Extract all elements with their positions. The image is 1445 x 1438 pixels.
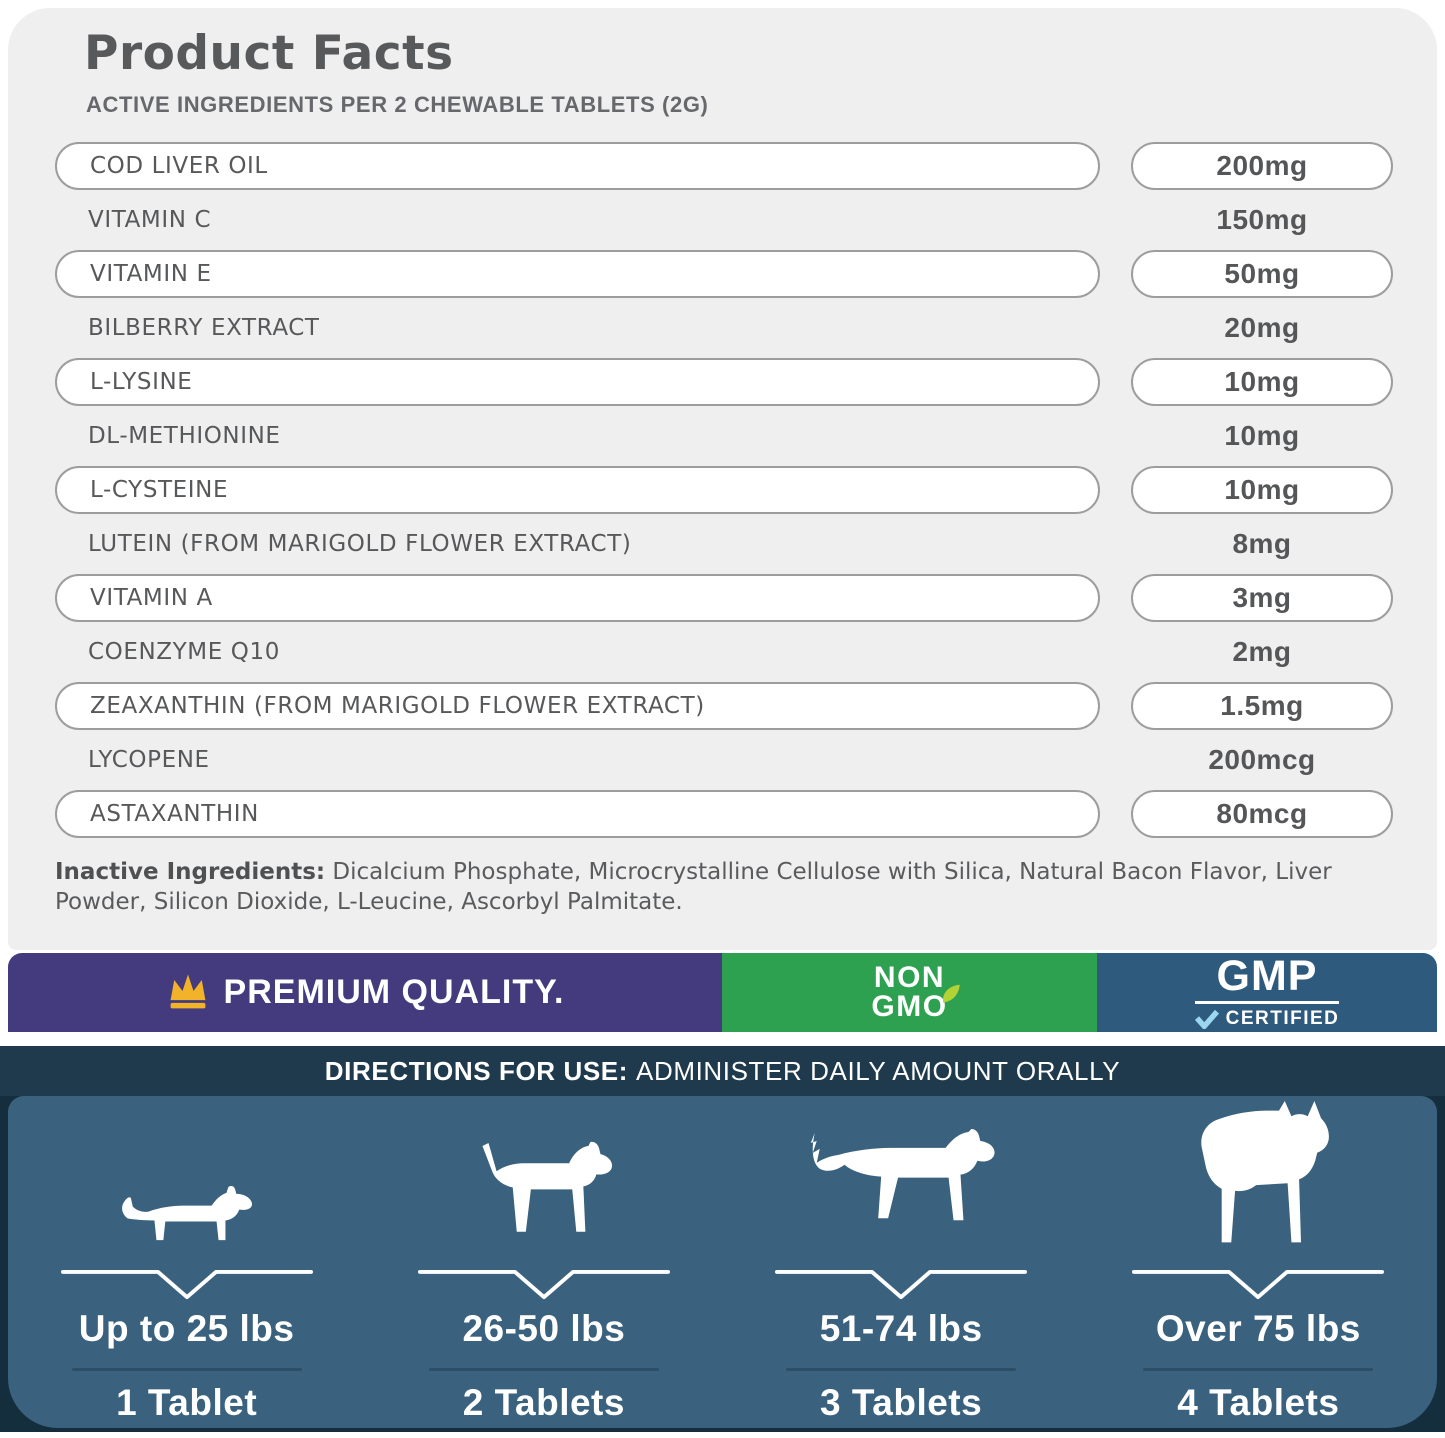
divider-line bbox=[786, 1367, 1017, 1371]
ingredient-name: ZEAXANTHIN (FROM MARIGOLD FLOWER EXTRACT… bbox=[55, 682, 1100, 730]
dosage-column: Over 75 lbs 4 Tablets bbox=[1080, 1096, 1437, 1428]
ingredient-name: COD LIVER OIL bbox=[55, 142, 1100, 190]
ingredient-name: COENZYME Q10 bbox=[88, 639, 280, 665]
leaf-icon bbox=[942, 984, 960, 1003]
ingredient-name: LYCOPENE bbox=[88, 747, 210, 773]
boxer-dog-icon bbox=[1172, 1102, 1344, 1254]
check-icon bbox=[1194, 1009, 1219, 1029]
ingredient-row: ASTAXANTHIN 80mcg bbox=[8, 787, 1437, 841]
ingredient-amount: 1.5mg bbox=[1131, 682, 1393, 730]
divider-line bbox=[71, 1367, 302, 1371]
dosage-column: Up to 25 lbs 1 Tablet bbox=[8, 1096, 365, 1428]
chevron-divider bbox=[1132, 1268, 1385, 1301]
ingredient-row: LUTEIN (FROM MARIGOLD FLOWER EXTRACT) 8mg bbox=[8, 517, 1437, 571]
ingredient-row: BILBERRY EXTRACT 20mg bbox=[8, 301, 1437, 355]
ingredient-row: DL-METHIONINE 10mg bbox=[8, 409, 1437, 463]
chevron-divider bbox=[60, 1268, 313, 1301]
tablet-count: 1 Tablet bbox=[116, 1381, 258, 1423]
ingredient-row: LYCOPENE 200mcg bbox=[8, 733, 1437, 787]
ingredient-list: COD LIVER OIL 200mg VITAMIN C 150mg VITAMIN … bbox=[8, 139, 1437, 841]
ingredient-name: VITAMIN E bbox=[55, 250, 1100, 298]
gmp-logo: GMP CERTIFIED bbox=[1194, 952, 1340, 1030]
non-gmo-line2: GMO bbox=[871, 984, 960, 1023]
inactive-ingredients-text: Dicalcium Phosphate, Microcrystalline Ce… bbox=[55, 859, 1332, 916]
ingredient-amount: 10mg bbox=[1131, 466, 1393, 514]
gmp-title: GMP bbox=[1216, 952, 1318, 1000]
weight-range: Up to 25 lbs bbox=[78, 1308, 295, 1349]
divider-line bbox=[1143, 1367, 1374, 1371]
ingredient-row: L-LYSINE 10mg bbox=[8, 355, 1437, 409]
badge-band: PREMIUM QUALITY. NON GMO GMP CERTIFIED bbox=[0, 953, 1445, 1032]
ingredient-amount: 50mg bbox=[1131, 250, 1393, 298]
directions-banner: DIRECTIONS FOR USE: ADMINISTER DAILY AMO… bbox=[0, 1046, 1445, 1096]
ingredient-row: COD LIVER OIL 200mg bbox=[8, 139, 1437, 193]
ingredient-amount: 10mg bbox=[1224, 420, 1300, 451]
dachshund-dog-icon bbox=[118, 1102, 256, 1254]
crown-icon bbox=[170, 974, 205, 1008]
ingredient-amount: 10mg bbox=[1131, 358, 1393, 406]
ingredient-amount: 8mg bbox=[1232, 528, 1292, 559]
non-gmo-badge: NON GMO bbox=[722, 953, 1097, 1032]
gmp-certified-row: CERTIFIED bbox=[1194, 1001, 1340, 1030]
weight-range: 26-50 lbs bbox=[462, 1308, 626, 1349]
chevron-divider bbox=[417, 1268, 670, 1301]
inactive-ingredients: Inactive Ingredients: Dicalcium Phosphat… bbox=[55, 857, 1400, 918]
non-gmo-line2-text: GMO bbox=[871, 989, 948, 1023]
directions-text: ADMINISTER DAILY AMOUNT ORALLY bbox=[636, 1055, 1121, 1086]
non-gmo-logo: NON GMO bbox=[871, 961, 960, 1023]
tablet-count: 3 Tablets bbox=[820, 1381, 983, 1423]
ingredient-name: VITAMIN A bbox=[55, 574, 1100, 622]
ingredient-name: LUTEIN (FROM MARIGOLD FLOWER EXTRACT) bbox=[88, 531, 632, 557]
ingredient-row: VITAMIN E 50mg bbox=[8, 247, 1437, 301]
divider-line bbox=[428, 1367, 659, 1371]
retriever-dog-icon bbox=[787, 1102, 1015, 1254]
product-facts-panel: Product Facts ACTIVE INGREDIENTS PER 2 C… bbox=[8, 8, 1437, 950]
ingredient-amount: 3mg bbox=[1131, 574, 1393, 622]
tablet-count: 2 Tablets bbox=[462, 1381, 625, 1423]
dosage-column: 26-50 lbs 2 Tablets bbox=[365, 1096, 722, 1428]
ingredient-amount: 20mg bbox=[1224, 312, 1300, 343]
ingredient-name: ASTAXANTHIN bbox=[55, 790, 1100, 838]
dosage-column: 51-74 lbs 3 Tablets bbox=[723, 1096, 1080, 1428]
weight-range: Over 75 lbs bbox=[1155, 1308, 1361, 1349]
gmp-certified-badge: GMP CERTIFIED bbox=[1097, 953, 1437, 1032]
ingredient-amount: 200mg bbox=[1131, 142, 1393, 190]
ingredient-name: BILBERRY EXTRACT bbox=[88, 315, 320, 341]
gmp-certified-label: CERTIFIED bbox=[1225, 1008, 1340, 1029]
ingredient-amount: 80mcg bbox=[1131, 790, 1393, 838]
ingredient-row: VITAMIN C 150mg bbox=[8, 193, 1437, 247]
ingredient-amount: 150mg bbox=[1216, 204, 1308, 235]
ingredient-amount: 200mcg bbox=[1208, 744, 1316, 775]
weight-range: 51-74 lbs bbox=[819, 1308, 983, 1349]
ingredient-row: L-CYSTEINE 10mg bbox=[8, 463, 1437, 517]
ingredient-amount: 2mg bbox=[1232, 636, 1292, 667]
dosage-chart: Up to 25 lbs 1 Tablet 26-50 lbs 2 Tablets 51… bbox=[8, 1096, 1437, 1428]
active-ingredients-subtitle: ACTIVE INGREDIENTS PER 2 CHEWABLE TABLET… bbox=[86, 92, 709, 117]
ingredient-row: VITAMIN A 3mg bbox=[8, 571, 1437, 625]
ingredient-name: VITAMIN C bbox=[88, 207, 212, 233]
chevron-divider bbox=[775, 1268, 1028, 1301]
premium-quality-badge: PREMIUM QUALITY. bbox=[8, 953, 722, 1032]
non-gmo-line1: NON bbox=[873, 961, 946, 994]
ingredient-name: DL-METHIONINE bbox=[88, 423, 281, 449]
premium-quality-label: PREMIUM QUALITY. bbox=[223, 973, 565, 1011]
ingredient-row: COENZYME Q10 2mg bbox=[8, 625, 1437, 679]
beagle-dog-icon bbox=[468, 1102, 620, 1254]
ingredient-row: ZEAXANTHIN (FROM MARIGOLD FLOWER EXTRACT… bbox=[8, 679, 1437, 733]
page-title: Product Facts bbox=[84, 26, 454, 81]
ingredient-name: L-LYSINE bbox=[55, 358, 1100, 406]
ingredient-name: L-CYSTEINE bbox=[55, 466, 1100, 514]
inactive-ingredients-label: Inactive Ingredients: bbox=[55, 859, 326, 885]
directions-label: DIRECTIONS FOR USE: bbox=[324, 1055, 628, 1086]
tablet-count: 4 Tablets bbox=[1177, 1381, 1340, 1423]
